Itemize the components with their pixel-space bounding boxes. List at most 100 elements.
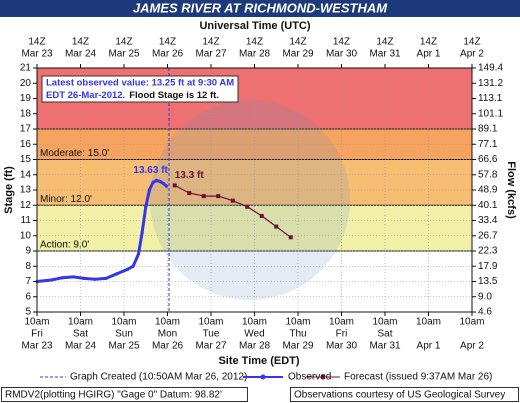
legend-forecast: Forecast (issued 9:37AM Mar 26) — [344, 372, 492, 383]
footer-right: Observations courtesy of US Geological S… — [294, 390, 505, 401]
x2-tick-label: Mar 25 — [108, 49, 140, 60]
observed-point — [162, 182, 166, 186]
x2-tick-label: 14Z — [28, 37, 45, 48]
forecast-point — [259, 213, 264, 218]
observed-point — [71, 275, 75, 279]
x-tick-label: Mar 27 — [195, 341, 227, 352]
annotation-box — [41, 75, 239, 103]
x-tick-label: 10am — [155, 317, 180, 328]
annotation: EDT 26-Mar-2012. Flood Stage is 12 ft. — [46, 90, 219, 101]
forecast-point — [230, 198, 235, 203]
x-tick-label: Mar 31 — [369, 341, 401, 352]
y2-axis-title: Flow (kcfs) — [505, 161, 517, 219]
y-tick-label: 14 — [20, 169, 32, 180]
flood-label: Action: 9.0' — [40, 240, 89, 251]
x2-tick-label: Apr 1 — [417, 49, 441, 60]
annotation-date: EDT 26-Mar-2012. — [46, 90, 125, 101]
observed-point — [115, 272, 119, 276]
value-label: 13.3 ft — [175, 170, 205, 181]
y2-tick-label: 4.6 — [478, 307, 492, 318]
x-tick-label: 10am — [242, 317, 267, 328]
x2-tick-label: 14Z — [463, 37, 480, 48]
y2-tick-label: 131.2 — [478, 78, 503, 89]
x2-tick-label: Mar 29 — [282, 49, 314, 60]
plot-frame — [36, 67, 473, 313]
x-tick-label: 10am — [459, 317, 484, 328]
x-tick-label: Fri — [31, 329, 43, 340]
x2-tick-label: Mar 27 — [195, 49, 227, 60]
y-tick-label: 6 — [25, 291, 31, 302]
y2-tick-label: 9.0 — [478, 291, 492, 302]
x-tick-label: Mar 30 — [326, 341, 358, 352]
footer-left: RMDV2(plotting HGIRG) "Gage 0" Datum: 98… — [5, 390, 222, 401]
x-tick-label: Tue — [203, 329, 220, 340]
y-tick-label: 20 — [20, 78, 32, 89]
forecast-point — [274, 224, 279, 229]
y-tick-label: 15 — [20, 154, 32, 165]
y2-tick-label: 26.7 — [478, 230, 498, 241]
observed-point — [49, 278, 54, 282]
legend-forecast-square — [321, 375, 325, 379]
observed-point — [82, 276, 86, 281]
y-tick-label: 12 — [20, 200, 32, 211]
legend-observed-dot — [260, 374, 266, 380]
observed-point — [158, 180, 162, 184]
x-tick-label: Mar 23 — [21, 341, 53, 352]
x2-tick-label: 14Z — [420, 37, 437, 48]
x-tick-label: Apr 1 — [417, 341, 441, 352]
y-tick-label: 17 — [20, 124, 32, 135]
x-tick-label: 10am — [329, 317, 354, 328]
x2-tick-label: 14Z — [376, 37, 393, 48]
x2-tick-label: Mar 30 — [326, 49, 358, 60]
x-tick-label: Mar 24 — [65, 341, 97, 352]
plot-area: Action: 9.0' Minor: 12.0' Moderate: 15.0' 5… — [20, 37, 504, 352]
x-tick-label: Apr 2 — [460, 341, 484, 352]
title-bar — [0, 0, 520, 17]
observed-point — [140, 231, 144, 235]
y2-tick-label: 48.9 — [478, 185, 498, 196]
forecast-point — [216, 194, 221, 199]
x-tick-label: 10am — [111, 317, 136, 328]
observed-point — [104, 276, 108, 281]
forecast-point — [172, 183, 177, 188]
y-axis-title: Stage (ft) — [3, 166, 15, 214]
forecast-point — [187, 191, 192, 196]
y2-tick-label: 33.4 — [478, 215, 498, 226]
x2-tick-label: Mar 24 — [65, 49, 97, 60]
x-tick-label: Mar 26 — [152, 341, 184, 352]
y-tick-label: 16 — [20, 139, 32, 150]
y2-tick-label: 57.8 — [478, 169, 498, 180]
observed-point — [60, 276, 64, 280]
observed-point — [93, 277, 97, 281]
footer-left-box — [1, 387, 248, 402]
observed-point — [164, 184, 169, 188]
y-tick-label: 13 — [20, 185, 32, 196]
flood-label: Moderate: 15.0' — [40, 148, 109, 159]
forecast-point — [288, 235, 293, 240]
observed-point — [136, 252, 141, 256]
chart-title: JAMES RIVER AT RICHMOND-WESTHAM — [133, 0, 388, 15]
footer-right-box — [290, 387, 519, 402]
y2-tick-label: 66.6 — [478, 154, 498, 165]
observed-point — [126, 267, 130, 271]
x-tick-label: Mon — [158, 329, 177, 340]
y2-tick-label: 77.1 — [478, 139, 498, 150]
legend-created: Graph Created (10:50AM Mar 26, 2012) — [70, 372, 247, 383]
y-tick-label: 8 — [25, 261, 31, 272]
x-tick-label: Mar 29 — [282, 341, 314, 352]
observed-point — [151, 180, 155, 184]
x2-tick-label: Mar 23 — [21, 49, 53, 60]
y-tick-label: 18 — [20, 108, 32, 119]
watermark — [150, 100, 350, 300]
x-tick-label: 10am — [68, 317, 93, 328]
x-tick-label: Mar 28 — [239, 341, 271, 352]
y-tick-label: 19 — [20, 93, 32, 104]
x2-tick-label: 14Z — [333, 37, 350, 48]
x2-axis-title: Universal Time (UTC) — [199, 20, 310, 32]
y2-tick-label: 101.1 — [478, 108, 503, 119]
x2-tick-label: 14Z — [72, 37, 89, 48]
flood-label: Minor: 12.0' — [40, 194, 92, 205]
y2-tick-label: 89.1 — [478, 124, 498, 135]
y2-tick-label: 13.5 — [478, 276, 498, 287]
forecast-point — [245, 204, 250, 209]
